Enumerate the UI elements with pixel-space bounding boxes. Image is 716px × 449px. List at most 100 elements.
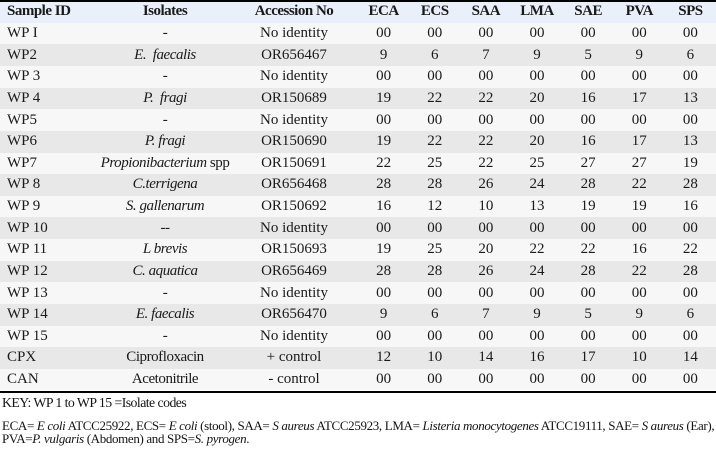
cell-sae: 00: [580, 284, 596, 301]
italic-text: S aureus: [641, 417, 684, 433]
cell-saa: 10: [478, 198, 494, 215]
cell-sps: 00: [682, 284, 698, 301]
cell-isolate: -: [100, 23, 230, 45]
column-header-eca: ECA: [368, 2, 399, 19]
cell-ecs: 12: [427, 198, 443, 215]
column-header-isolates: Isolates: [142, 2, 188, 19]
cell-isolate: S. gallenarum: [100, 196, 230, 218]
cell-sps: 6: [686, 46, 695, 63]
plain-text: --: [160, 219, 170, 236]
column-header-ecs: ECS: [420, 2, 449, 19]
table-row-wp2: WP2 E. faecalis OR656467 9 6 7 9 5 9 6: [0, 44, 716, 67]
cell-lma: 00: [529, 68, 545, 85]
cell-ecs: 00: [427, 111, 443, 128]
cell-eca: 12: [376, 349, 392, 366]
table-row-wp-13: WP 13 - No identity 00 00 00 00 00 00 00: [0, 282, 716, 304]
plain-text: ATCC19111, SAE=: [538, 417, 642, 433]
cell-sps: 00: [682, 111, 698, 128]
cell-lma: 24: [529, 176, 545, 193]
plain-text: -: [162, 111, 168, 128]
cell-lma: 00: [529, 219, 545, 236]
cell-ecs: 22: [427, 133, 443, 150]
cell-accession-no: No identity: [260, 284, 328, 301]
cell-accession-no: + control: [266, 349, 322, 366]
cell-accession-no: No identity: [260, 219, 328, 236]
cell-accession-no: OR150691: [261, 154, 327, 171]
cell-pva: 00: [631, 111, 647, 128]
cell-ecs: 25: [427, 241, 443, 258]
cell-eca: 00: [376, 68, 392, 85]
cell-pva: 22: [631, 176, 647, 193]
cell-lma: 00: [529, 327, 545, 344]
cell-accession-no: OR150690: [261, 133, 327, 150]
cell-sample-id: WP7: [7, 154, 37, 171]
cell-eca: 19: [376, 241, 392, 258]
column-header-sps: SPS: [678, 2, 703, 19]
cell-sample-id: WP 14: [7, 306, 48, 323]
italic-text: E coli: [36, 417, 66, 433]
cell-pva: 00: [631, 25, 647, 42]
cell-sps: 22: [682, 241, 698, 258]
italic-text: S aureus: [272, 417, 315, 433]
cell-saa: 00: [478, 25, 494, 42]
cell-sample-id: WP5: [7, 111, 37, 128]
cell-accession-no: OR656467: [261, 46, 327, 63]
cell-isolate: P. fragi: [100, 131, 230, 153]
cell-saa: 14: [478, 349, 494, 366]
plain-text: spp: [206, 154, 230, 171]
cell-isolate: Ciprofloxacin: [100, 347, 230, 369]
antibacterial-results-table: Sample ID Isolates Accession No ECA ECS SAA LM…: [0, 2, 716, 391]
table-row-wp-8: WP 8 C.terrigena OR656468 28 28 26 24 28 22 28: [0, 174, 716, 196]
cell-ecs: 28: [427, 176, 443, 193]
plain-text: ATCC25922, ECS=: [65, 417, 169, 433]
column-header-saa: SAA: [471, 2, 501, 19]
cell-saa: 20: [478, 241, 494, 258]
cell-lma: 16: [529, 349, 545, 366]
cell-lma: 9: [533, 306, 541, 323]
cell-pva: 00: [631, 68, 647, 85]
italic-text: P. vulgaris: [32, 431, 84, 447]
cell-sae: 22: [580, 241, 596, 258]
cell-eca: 00: [376, 327, 392, 344]
cell-lma: 00: [529, 25, 545, 42]
cell-eca: 9: [379, 306, 388, 323]
plain-text: ATCC25923, LMA=: [314, 417, 423, 433]
table-row-wp-9: WP 9 S. gallenarum OR150692 16 12 10 13 19 19 16: [0, 195, 716, 218]
cell-accession-no: - control: [268, 371, 320, 388]
plain-text: Acetonitrile: [131, 371, 199, 388]
cell-accession-no: OR656469: [261, 262, 327, 279]
cell-pva: 17: [631, 133, 647, 150]
cell-saa: 22: [478, 89, 494, 106]
key-note: KEY: WP 1 to WP 15 =Isolate codes: [2, 394, 187, 410]
column-header-pva: PVA: [625, 2, 654, 19]
cell-ecs: 00: [427, 284, 443, 301]
table-header: Sample ID Isolates Accession No ECA ECS SAA LM…: [0, 2, 716, 23]
plain-text: (stool), SAA=: [197, 417, 273, 433]
cell-sps: 00: [682, 68, 698, 85]
cell-sample-id: WP 15: [7, 327, 48, 344]
table-header-row: Sample ID Isolates Accession No ECA ECS SAA LM…: [0, 2, 716, 23]
table-row-wp-10: WP 10 -- No identity 00 00 00 00 00 00 00: [0, 217, 716, 240]
table-top-rule: [0, 0, 716, 2]
cell-pva: 19: [631, 198, 647, 215]
table-row-wp-15: WP 15 - No identity 00 00 00 00 00 00 00: [0, 325, 716, 348]
cell-accession-no: OR150692: [261, 198, 327, 215]
cell-saa: 22: [478, 133, 494, 150]
cell-isolate: C.terrigena: [100, 174, 230, 196]
cell-sps: 00: [682, 327, 698, 344]
cell-sae: 00: [580, 219, 596, 236]
cell-isolate: P. fragi: [100, 88, 230, 110]
cell-isolate: L brevis: [100, 239, 230, 261]
cell-pva: 17: [631, 89, 647, 106]
cell-sps: 00: [682, 371, 698, 388]
cell-sps: 13: [682, 133, 698, 150]
abbreviation-note-line2: PVA=P. vulgaris (Abdomen) and SPS=S. pyr…: [2, 432, 716, 445]
cell-lma: 13: [529, 198, 545, 215]
cell-sps: 14: [682, 349, 698, 366]
cell-lma: 22: [529, 241, 545, 258]
cell-sae: 19: [580, 198, 596, 215]
column-header-sae: SAE: [574, 2, 602, 19]
table-row-wp-11: WP 11 L brevis OR150693 19 25 20 22 22 16 22: [0, 239, 716, 261]
italic-text: E. faecalis: [134, 46, 196, 63]
